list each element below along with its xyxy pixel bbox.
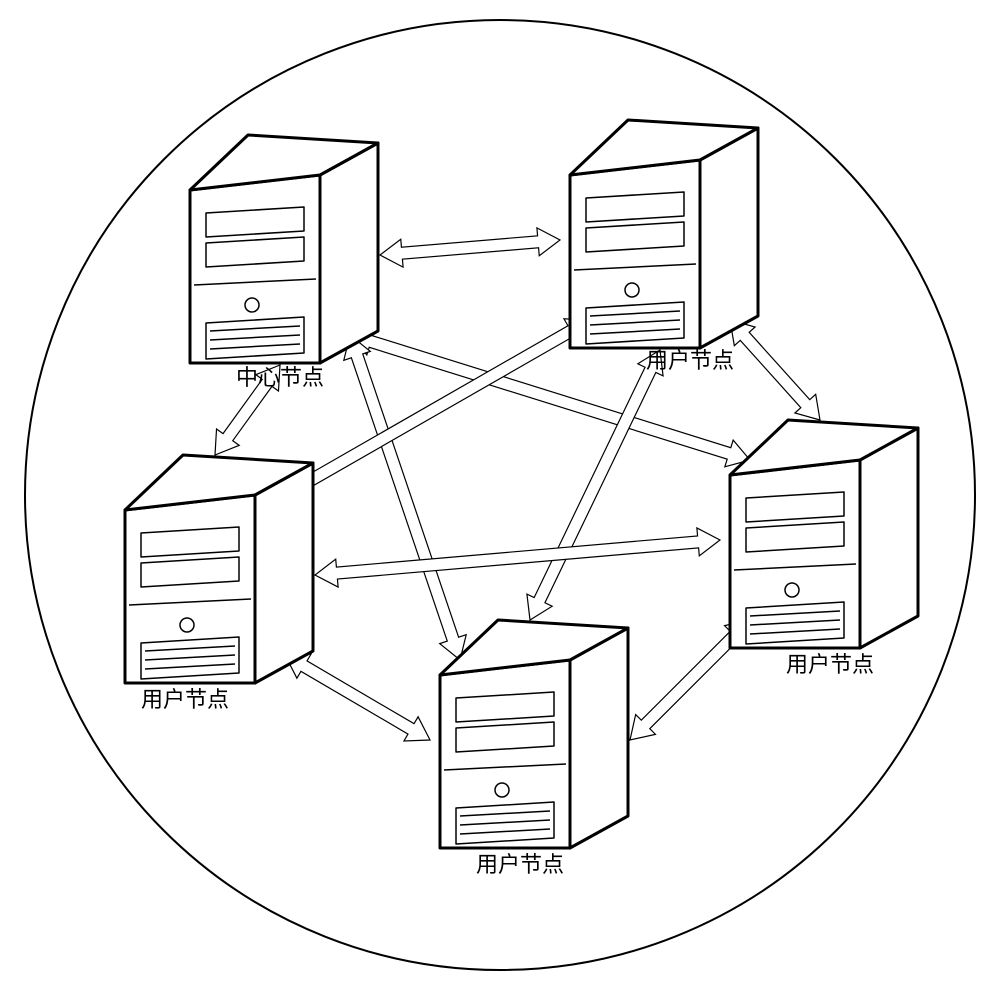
node-label-u1: 用户节点: [646, 348, 734, 373]
node-label-u3: 用户节点: [476, 852, 564, 877]
node-label-u4: 用户节点: [141, 687, 229, 712]
network-diagram: 中心节点用户节点用户节点用户节点用户节点: [0, 0, 999, 1000]
node-label-u2: 用户节点: [786, 652, 874, 677]
node-label-center: 中心节点: [236, 365, 324, 390]
